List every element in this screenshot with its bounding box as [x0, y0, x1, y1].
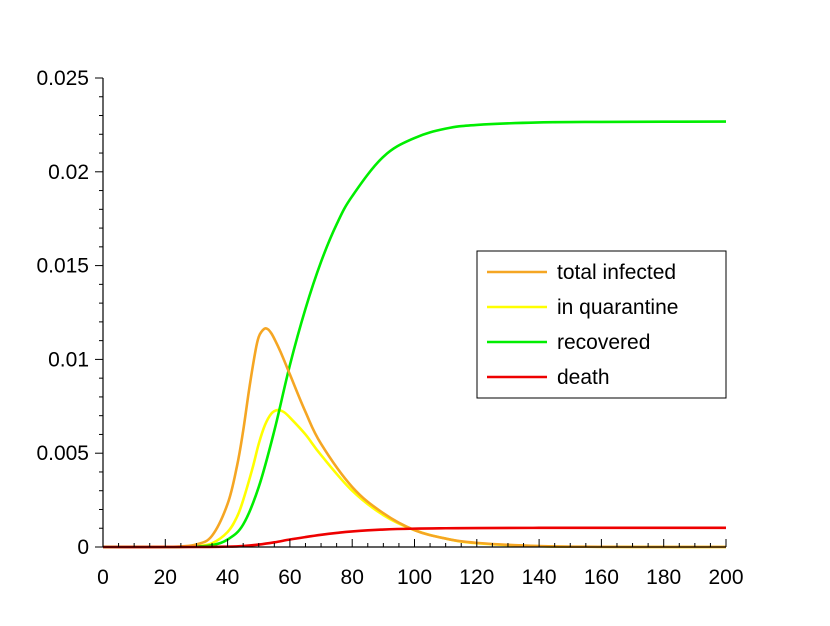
x-tick-label: 160 — [584, 566, 619, 589]
y-tick-label: 0.025 — [36, 67, 89, 90]
plot-area — [102, 120, 727, 549]
x-tick-label: 120 — [459, 566, 494, 589]
legend-box — [476, 250, 727, 399]
series-line-total-infected — [102, 327, 727, 549]
x-tick-label: 20 — [154, 566, 177, 589]
x-tick-label: 40 — [216, 566, 239, 589]
x-tick-label: 80 — [341, 566, 364, 589]
legend: total infected in quarantine recovered deat… — [476, 250, 727, 399]
y-tick-label: 0.005 — [36, 442, 89, 465]
x-tick-label: 200 — [708, 566, 743, 589]
legend-label-death: death — [557, 366, 610, 389]
y-tick-label: 0.015 — [36, 255, 89, 278]
series-line-death — [102, 526, 726, 549]
legend-label-in-quarantine: in quarantine — [557, 296, 678, 319]
y-tick-label: 0.02 — [48, 161, 89, 184]
legend-label-recovered: recovered — [557, 331, 650, 354]
series-line-recovered — [102, 120, 727, 549]
legend-label-total-infected: total infected — [557, 261, 676, 284]
y-tick-label: 0.01 — [48, 348, 89, 371]
x-tick-label: 140 — [522, 566, 557, 589]
y-tick-label: 0 — [77, 536, 89, 559]
axes: 0 20 40 60 80 100 120 140 160 180 200 0 0.005 0.01 0.0… — [36, 67, 743, 589]
x-tick-label: 100 — [397, 566, 432, 589]
x-tick-label: 0 — [97, 566, 109, 589]
series-line-in-quarantine — [102, 408, 727, 549]
x-tick-label: 180 — [646, 566, 681, 589]
x-tick-label: 60 — [278, 566, 301, 589]
